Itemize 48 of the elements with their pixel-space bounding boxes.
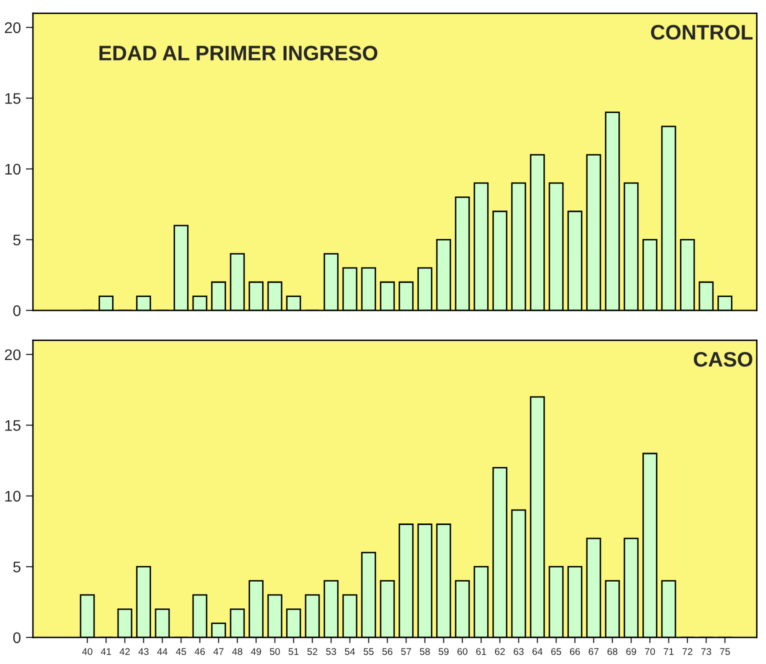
annotation: CASO (694, 352, 752, 367)
x-tick-label: 44 (157, 648, 168, 655)
x-tick-label: 43 (138, 648, 149, 655)
x-tick-label: 66 (570, 648, 580, 655)
x-tick-label: 75 (720, 648, 730, 655)
text: EDAD AL PRIMER INGRESO (99, 46, 378, 60)
x-tick-label: 63 (514, 648, 524, 655)
y-tick-label: 15 (5, 93, 20, 104)
x-tick-label: 53 (326, 648, 336, 655)
x-tick-label: 73 (701, 648, 712, 655)
x-tick-label: 59 (438, 648, 449, 655)
y-tick-label: 15 (5, 420, 20, 431)
x-tick-label: 40 (82, 648, 92, 655)
x-tick-label: 47 (213, 648, 224, 655)
y-tick-label: 10 (5, 490, 21, 502)
x-tick-label: 64 (532, 648, 543, 655)
x-tick-label: 48 (232, 648, 242, 655)
x-tick-label: 45 (176, 648, 186, 655)
x-tick-label: 70 (645, 648, 655, 655)
x-tick-label: 68 (607, 648, 618, 655)
x-tick-label: 42 (120, 648, 130, 655)
x-tick-label: 41 (100, 648, 112, 655)
x-tick-label: 50 (270, 648, 280, 655)
x-tick-label: 58 (420, 648, 430, 655)
y-tick-label: 10 (5, 164, 21, 175)
x-tick-label: 71 (664, 648, 674, 655)
x-tick-label: 62 (494, 648, 505, 655)
x-tick-label: 65 (551, 648, 562, 655)
x-tick-label: 46 (194, 648, 205, 655)
y-tick-label: 5 (13, 234, 20, 246)
x-tick-label: 56 (382, 648, 392, 655)
x-tick-label: 67 (588, 648, 599, 655)
x-tick-label: 55 (364, 648, 374, 655)
y-tick-label: 20 (4, 349, 21, 360)
annotation: CONTROL (651, 24, 753, 40)
x-tick-label: 54 (344, 648, 355, 655)
x-tick-label: 52 (307, 648, 318, 655)
x-tick-label: 72 (682, 648, 692, 655)
y-tick-label: 5 (13, 562, 20, 572)
x-tick-label: 49 (250, 648, 262, 655)
x-tick-label: 51 (288, 648, 299, 655)
x-tick-label: 60 (457, 648, 468, 655)
x-tick-label: 57 (401, 648, 412, 655)
x-tick-label: 61 (476, 648, 486, 655)
y-tick-label: 0 (13, 632, 21, 644)
y-tick-label: 0 (13, 305, 21, 316)
x-tick-label: 69 (626, 648, 636, 655)
y-tick-label: 20 (4, 22, 21, 34)
